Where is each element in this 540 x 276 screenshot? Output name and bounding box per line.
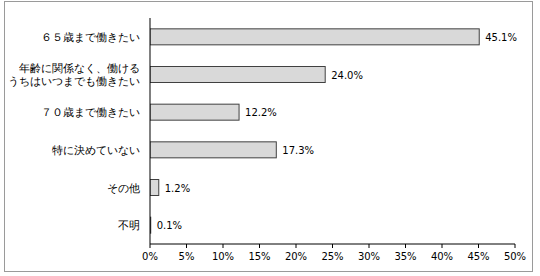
chart-container: 0% 5% 10% 15% 20% 25% 30% 35% 40% 45% 50% ６５歳まで働きたい… [0, 0, 540, 276]
chart-svg: 0% 5% 10% 15% 20% 25% 30% 35% 40% 45% 50% ６５歳まで働きたい… [0, 0, 540, 276]
tick-label: 45% [467, 251, 489, 262]
tick-label: 5% [179, 251, 195, 262]
bar [150, 104, 239, 120]
tick-mark [150, 244, 151, 248]
tick-label: 30% [358, 251, 380, 262]
tick-mark [259, 244, 260, 248]
tick-mark [223, 244, 224, 248]
category-label: ７０歳まで働きたい [41, 106, 140, 118]
tick-label: 50% [504, 251, 526, 262]
tick-label: 40% [431, 251, 453, 262]
bar [150, 67, 325, 83]
bar [150, 180, 159, 196]
tick-mark [296, 244, 297, 248]
bar [150, 29, 479, 45]
tick-mark [332, 244, 333, 248]
tick-mark [442, 244, 443, 248]
tick-label: 25% [321, 251, 343, 262]
data-label: 17.3% [282, 145, 314, 156]
bars [150, 29, 479, 233]
tick-label: 35% [394, 251, 416, 262]
tick-label: 0% [142, 251, 158, 262]
data-label: 12.2% [245, 107, 277, 118]
category-label: 年齢に関係なく、働けるうちはいつまでも働きたい [8, 62, 140, 88]
data-label: 0.1% [157, 220, 182, 231]
data-label: 24.0% [331, 70, 363, 81]
tick-mark [515, 244, 516, 248]
outer-frame [5, 2, 533, 272]
category-label: 特に決めていない [52, 144, 140, 156]
category-label: ６５歳まで働きたい [41, 31, 140, 43]
tick-mark [186, 244, 187, 248]
bar [150, 142, 276, 158]
category-label: 不明 [118, 219, 140, 231]
tick-mark [369, 244, 370, 248]
tick-label: 10% [212, 251, 234, 262]
tick-mark [405, 244, 406, 248]
category-label: その他 [107, 182, 140, 194]
tick-label: 15% [248, 251, 270, 262]
data-label: 1.2% [165, 183, 190, 194]
tick-mark [478, 244, 479, 248]
category-axis [150, 18, 151, 244]
data-label: 45.1% [485, 32, 517, 43]
tick-label: 20% [285, 251, 307, 262]
